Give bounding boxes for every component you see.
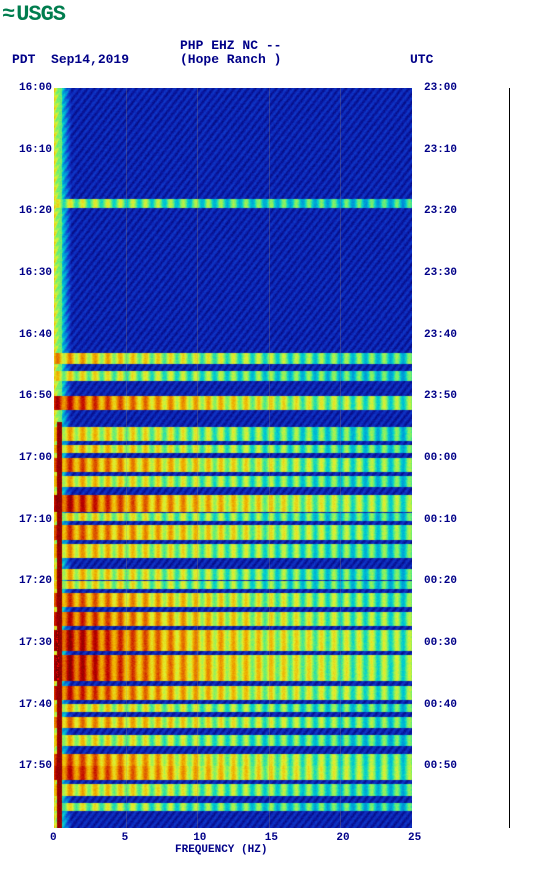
waveform-trace bbox=[470, 88, 548, 828]
gridline bbox=[197, 88, 198, 828]
left-tick: 17:00 bbox=[0, 452, 52, 464]
right-timezone: UTC bbox=[410, 52, 433, 67]
spectrogram-canvas bbox=[54, 88, 412, 828]
left-tick: 17:40 bbox=[0, 699, 52, 711]
left-timezone-date: PDT Sep14,2019 bbox=[12, 52, 129, 67]
left-tz: PDT bbox=[12, 52, 35, 67]
logo-text: USGS bbox=[16, 2, 65, 27]
x-tick: 15 bbox=[265, 832, 278, 844]
spectrogram-plot bbox=[54, 88, 412, 828]
x-tick: 10 bbox=[193, 832, 206, 844]
left-tick: 16:10 bbox=[0, 144, 52, 156]
station-name: (Hope Ranch ) bbox=[180, 52, 281, 67]
left-tick: 17:30 bbox=[0, 637, 52, 649]
gridline bbox=[340, 88, 341, 828]
gridline bbox=[269, 88, 270, 828]
left-tick: 17:10 bbox=[0, 514, 52, 526]
usgs-logo: ≈USGS bbox=[2, 2, 65, 27]
left-tick: 16:40 bbox=[0, 329, 52, 341]
left-date: Sep14,2019 bbox=[51, 52, 129, 67]
left-tick: 16:00 bbox=[0, 82, 52, 94]
gridline bbox=[126, 88, 127, 828]
left-tick: 17:20 bbox=[0, 575, 52, 587]
left-tick: 17:50 bbox=[0, 760, 52, 772]
x-tick: 5 bbox=[122, 832, 129, 844]
waveform-baseline bbox=[509, 88, 510, 828]
left-tick: 16:20 bbox=[0, 205, 52, 217]
x-tick: 20 bbox=[336, 832, 349, 844]
x-tick: 25 bbox=[408, 832, 421, 844]
wave-icon: ≈ bbox=[2, 2, 14, 27]
left-tick: 16:50 bbox=[0, 390, 52, 402]
x-tick: 0 bbox=[50, 832, 57, 844]
station-id: PHP EHZ NC -- bbox=[180, 38, 281, 53]
left-tick: 16:30 bbox=[0, 267, 52, 279]
x-axis-label: FREQUENCY (HZ) bbox=[175, 844, 267, 856]
